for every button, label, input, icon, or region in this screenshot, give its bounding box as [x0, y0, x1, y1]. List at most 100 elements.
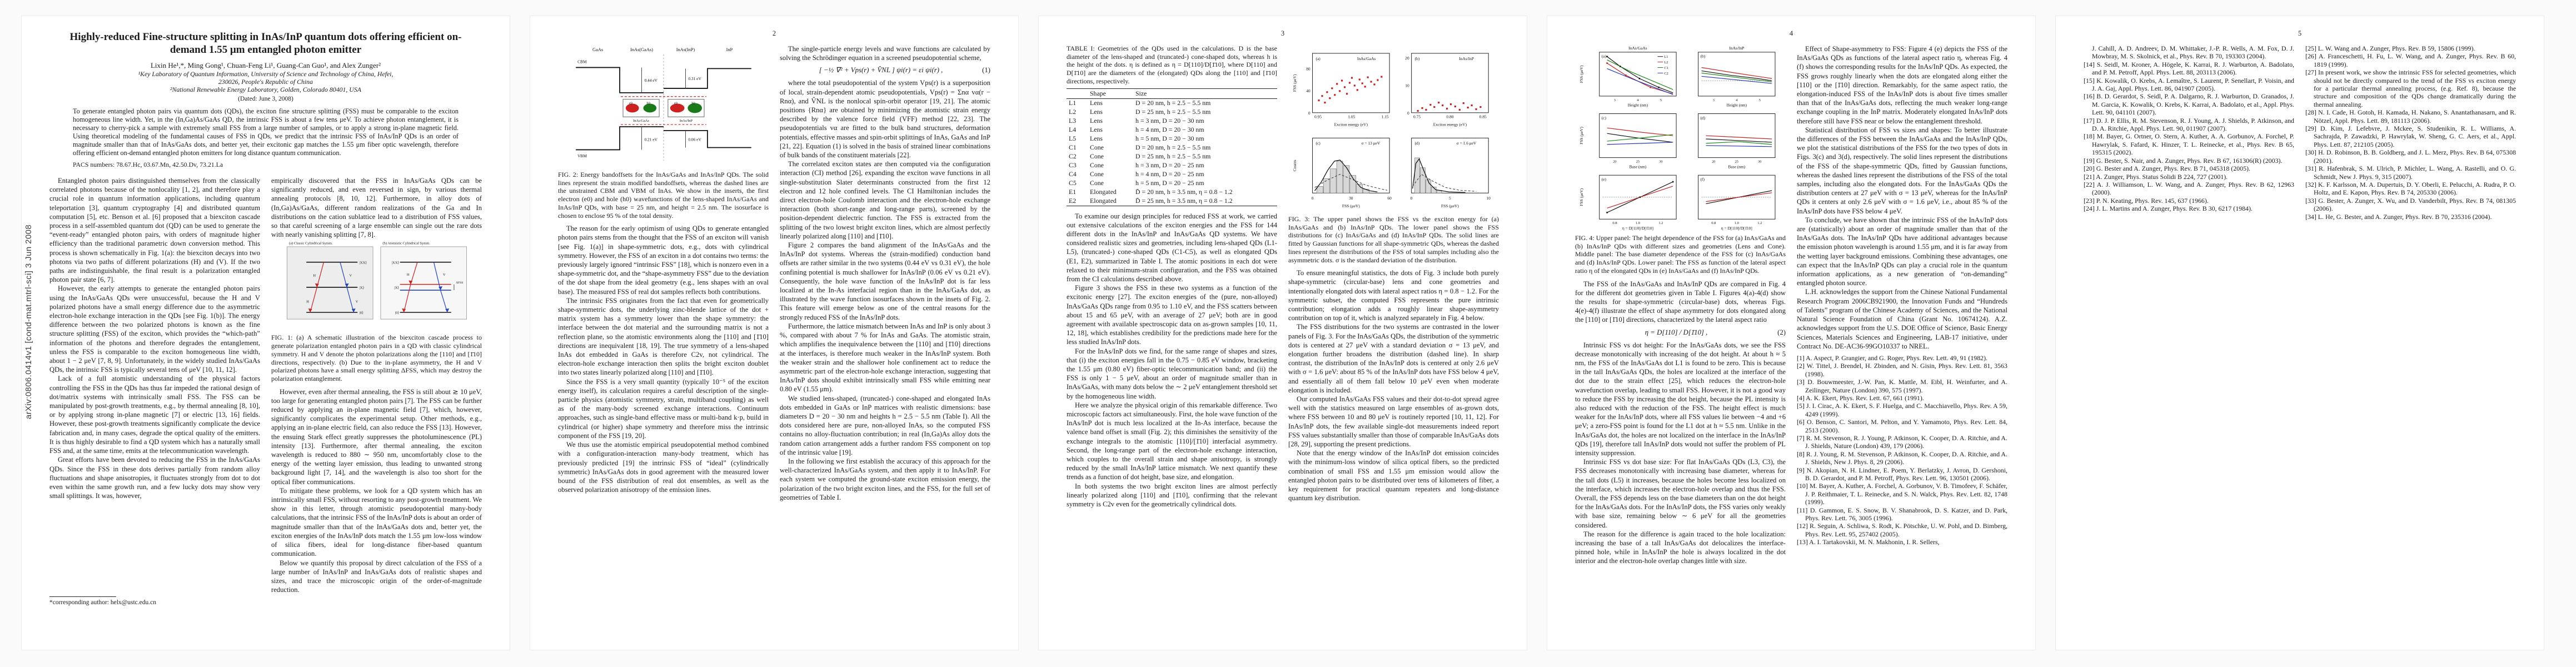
axis-label: FSS (μeV) — [1579, 127, 1584, 145]
reference-list: [25] L. W. Wang and A. Zunger, Phys. Rev… — [2305, 44, 2516, 221]
tick-label: 0.95 — [1314, 115, 1321, 120]
sigma-label: σ = 13 μeV — [1361, 141, 1380, 146]
panel-e-elongation-gaas: (e) — [1598, 175, 1677, 220]
table-1: Shape Size L1 Lens D = 20 nm, h = 2.5 − … — [1067, 88, 1277, 206]
dot-id-cell: C5 — [1069, 179, 1077, 187]
column-right: Effect of Shape-asymmetry to FSS: Figure… — [1797, 44, 2007, 625]
body-text: The FSS of the InAs/GaAs and InAs/InP QD… — [1575, 280, 1786, 325]
reference-item: [20] G. Bester and A. Zunger, Phys. Rev.… — [2084, 165, 2250, 173]
reference-item: [12] R. Seguin, A. Schliwa, S. Rodt, K. … — [1797, 522, 2007, 538]
reference-item: [33] G. Bester, A. Zunger, X. Wu, and D.… — [2305, 196, 2516, 213]
body-paragraph: To conclude, we have shown that the intr… — [1797, 216, 2007, 287]
tick-label: 5 — [1449, 196, 1451, 201]
body-text: The single-particle energy levels and wa… — [780, 44, 990, 62]
body-text: Effect of Shape-asymmetry to FSS: Figure… — [1797, 44, 2007, 287]
equation-number: (2) — [1777, 328, 1786, 336]
reference-continuation: J. Cahill, A. D. Andreev, D. M. Whittake… — [2092, 44, 2294, 61]
body-paragraph: Great efforts have been devoted to reduc… — [49, 456, 260, 500]
body-paragraph: Lack of a full atomistic understanding o… — [49, 375, 260, 455]
size-cell: h = 3 nm, D = 20 − 30 nm — [1135, 117, 1204, 125]
state-label: h0 — [646, 102, 650, 106]
body-text: The reason for the early optimism of usi… — [558, 224, 769, 494]
panel-tag: (e) — [1601, 177, 1606, 182]
table-row: E2 Elongated D̄ = 25 nm, h = 3.5 nm, η =… — [1067, 197, 1277, 206]
axis-label: η = D[110]/D[1̄10] — [1622, 226, 1653, 231]
shape-cell: Cone — [1090, 143, 1104, 152]
wavefunction-inset-inas-gaas: e0 h0 InAs/GaAs — [622, 99, 660, 123]
shape-cell: Cone — [1090, 152, 1104, 161]
body-paragraph: However, the early attempts to generate … — [49, 285, 260, 374]
tick-label: 1.2 — [1658, 221, 1663, 225]
tick-label: 0 — [1311, 196, 1313, 201]
polarization-label: V — [349, 274, 352, 278]
reference-item: [10] M. Bayer, A. Kuther, A. Forchel, A.… — [1797, 482, 2007, 506]
tick-label: 0.75 — [1413, 115, 1421, 120]
tick-label: 10 — [1486, 196, 1491, 201]
reference-item: [4] A. K. Ekert, Phys. Rev. Lett. 67, 66… — [1797, 394, 1924, 402]
state-label: h0 — [691, 102, 695, 106]
reference-item: [11] D. Gammon, E. S. Snow, B. V. Shanab… — [1797, 506, 2007, 522]
level-label: |0⟩ — [359, 311, 363, 315]
region-label: GaAs — [592, 47, 603, 52]
column-left: InAs/GaAs InAs/InP FSS (μeV) FSS (μeV) F… — [1575, 44, 1786, 625]
size-cell: h = 3 nm, D = 20 − 25 nm — [1135, 161, 1204, 170]
column-header: Shape — [1088, 88, 1133, 99]
shape-cell: Lens — [1090, 108, 1103, 116]
tick-label: 0 — [1407, 111, 1409, 116]
body-paragraph: The reason for the early optimism of usi… — [558, 225, 769, 296]
figure-2-caption: FIG. 2: Energy bandoffsets for the InAs/… — [558, 171, 769, 220]
table-row: L3 Lens h = 3 nm, D = 20 − 30 nm — [1067, 117, 1277, 126]
tick-label: 30 — [1659, 160, 1662, 163]
figure-4-caption: FIG. 4: Upper panel: The height dependen… — [1575, 234, 1786, 275]
shape-cell: Lens — [1090, 99, 1103, 107]
date-line: (Dated: June 3, 2008) — [238, 96, 293, 102]
sigma-label: σ = 1.6 μeV — [1456, 141, 1476, 146]
table-row: C5 Cone h = 5 nm, D = 20 − 25 nm — [1067, 179, 1277, 188]
reference-item: [24] J. L. Martins and A. Zunger, Phys. … — [2084, 205, 2253, 213]
axis-label: FSS (μeV) — [1579, 65, 1584, 83]
axis-label: η = D[110]/D[1̄10] — [1721, 226, 1752, 231]
region-label: InAs(InP) — [676, 47, 695, 52]
equation-number: (1) — [982, 66, 990, 74]
polarization-label: V — [442, 273, 445, 277]
table-header-row: Shape Size — [1067, 88, 1277, 99]
body-text: Intrinsic FSS vs dot height: For the InA… — [1575, 341, 1786, 566]
page-number: 3 — [1280, 29, 1285, 37]
body-paragraph: Here we analyze the physical origin of t… — [1067, 401, 1277, 481]
reference-item: [32] K. F. Karlsson, M. A. Dupertuis, D.… — [2305, 180, 2516, 197]
table-row: L2 Lens D = 25 nm, h = 2.5 − 5.5 nm — [1067, 108, 1277, 117]
body-text: To ensure meaningful statistics, the dot… — [1288, 268, 1499, 502]
tick-label: 1.05 — [1348, 115, 1355, 120]
shape-cell: Lens — [1090, 126, 1103, 134]
body-paragraph: In the following we first establish the … — [780, 457, 990, 501]
tick-label: 5 — [1758, 98, 1760, 102]
table-row: C1 Cone D = 20 nm, h = 2.5 − 5.5 nm — [1067, 143, 1277, 152]
figure-3: FSS (μeV) Counts — [1288, 44, 1499, 264]
panel-b: ΔFSS H V |XX⟩ |X⟩ |0⟩ — [380, 246, 467, 320]
polarization-label: H — [406, 273, 409, 277]
level-label: |0⟩ — [395, 311, 399, 315]
tick-label: 80 — [1306, 67, 1311, 72]
polarization-label: H — [306, 300, 309, 304]
size-cell: h = 4 nm, D = 20 − 25 nm — [1135, 170, 1204, 178]
offset-value: 0.06 eV — [688, 137, 701, 142]
state-label: e0 — [674, 102, 677, 106]
page-5: 5 J. Cahill, A. D. Andreev, D. M. Whitta… — [2055, 16, 2544, 650]
paper-title: Highly-reduced Fine-structure splitting … — [69, 31, 462, 56]
reference-item: [21] A. Zunger, Phys. Status Solidi B 22… — [2084, 172, 2228, 181]
tick-label: 10 — [1405, 83, 1409, 88]
panel-b-scatter: (b) InAs/InP 0 10 20 0.75 0.80 0.85 — [1405, 53, 1489, 120]
page-4: 4 InAs/GaAs InAs/InP FSS (μeV) FSS (μeV)… — [1547, 16, 2036, 650]
column-left: Entangled photon pairs distinguished the… — [49, 176, 260, 628]
fig1-cascade-schematic: (a) Classic Cylindrical Symm. (b) Atomis… — [286, 242, 467, 320]
tick-label: 1.0 — [1734, 221, 1738, 225]
body-paragraph: The FSS of the InAs/GaAs and InAs/InP QD… — [1575, 280, 1786, 324]
axis-label: FSS (μeV) — [1292, 74, 1297, 92]
tick-label: 1.15 — [1381, 115, 1388, 120]
body-paragraph: To ensure meaningful statistics, the dot… — [1288, 269, 1499, 322]
polarization-label: H — [313, 274, 316, 278]
body-paragraph: The intrinsic FSS originates from the fa… — [558, 296, 769, 377]
tick-label: 0.8 — [1612, 221, 1617, 225]
panel-a-height-gaas: L1 L2 C1 C2 (a) — [1598, 52, 1677, 97]
